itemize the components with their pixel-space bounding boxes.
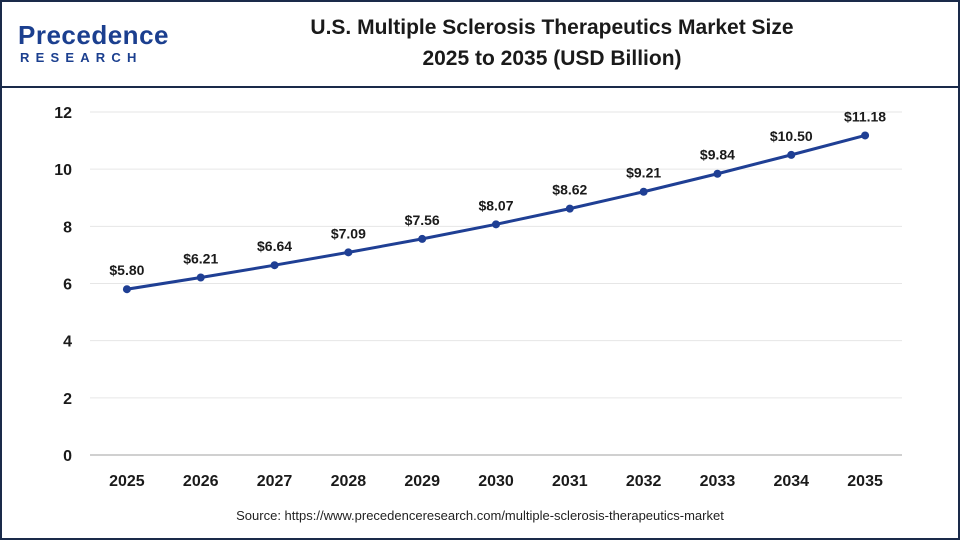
header: Precedence RESEARCH U.S. Multiple Sclero… (2, 2, 958, 88)
x-tick-label: 2031 (552, 473, 588, 490)
y-tick-label: 10 (54, 162, 72, 179)
x-tick-label: 2028 (331, 473, 367, 490)
data-label: $9.84 (700, 147, 735, 163)
data-point (122, 285, 131, 294)
data-point (492, 220, 500, 229)
data-point (196, 273, 205, 282)
data-point (861, 131, 870, 140)
brand-subtitle: RESEARCH (20, 50, 143, 65)
data-label: $10.50 (770, 128, 813, 144)
y-tick-label: 0 (63, 448, 72, 465)
data-label: $7.09 (331, 225, 366, 241)
chart-title: U.S. Multiple Sclerosis Therapeutics Mar… (232, 12, 872, 74)
y-tick-label: 6 (63, 277, 72, 294)
x-tick-label: 2032 (626, 473, 662, 490)
chart-title-line-1: U.S. Multiple Sclerosis Therapeutics Mar… (310, 16, 794, 39)
brand-logo: Precedence RESEARCH (18, 20, 168, 70)
data-label: $11.18 (844, 108, 886, 124)
data-point (418, 234, 427, 243)
data-label: $8.07 (478, 197, 513, 213)
data-point (639, 187, 648, 196)
data-point (787, 150, 796, 159)
data-label: $6.21 (183, 250, 218, 266)
data-label: $9.21 (626, 165, 661, 181)
data-label: $7.56 (405, 212, 440, 228)
x-tick-label: 2026 (183, 473, 219, 490)
x-tick-label: 2035 (847, 473, 883, 490)
data-point (344, 248, 353, 257)
data-label: $5.80 (109, 262, 144, 278)
x-tick-label: 2027 (257, 473, 293, 490)
data-point (565, 204, 574, 213)
x-tick-label: 2034 (773, 473, 809, 490)
brand-name: Precedence (18, 20, 169, 50)
source-note: Source: https://www.precedenceresearch.c… (236, 508, 724, 523)
y-tick-label: 4 (63, 334, 72, 351)
y-tick-label: 12 (54, 105, 72, 122)
x-tick-label: 2029 (404, 473, 440, 490)
line-chart: 0 2 4 6 8 10 12 2025 2026 2027 2028 2029 2030 2031 203… (54, 105, 902, 490)
y-tick-label: 2 (63, 391, 72, 408)
x-tick-label: 2030 (478, 473, 514, 490)
x-tick-label: 2025 (109, 473, 145, 490)
data-label: $6.64 (257, 238, 292, 254)
data-point (713, 169, 722, 178)
x-tick-label: 2033 (700, 473, 736, 490)
data-point (270, 261, 279, 270)
y-tick-label: 8 (63, 219, 72, 236)
chart-title-line-2: 2025 to 2035 (USD Billion) (422, 47, 682, 70)
data-label: $8.62 (552, 182, 587, 198)
